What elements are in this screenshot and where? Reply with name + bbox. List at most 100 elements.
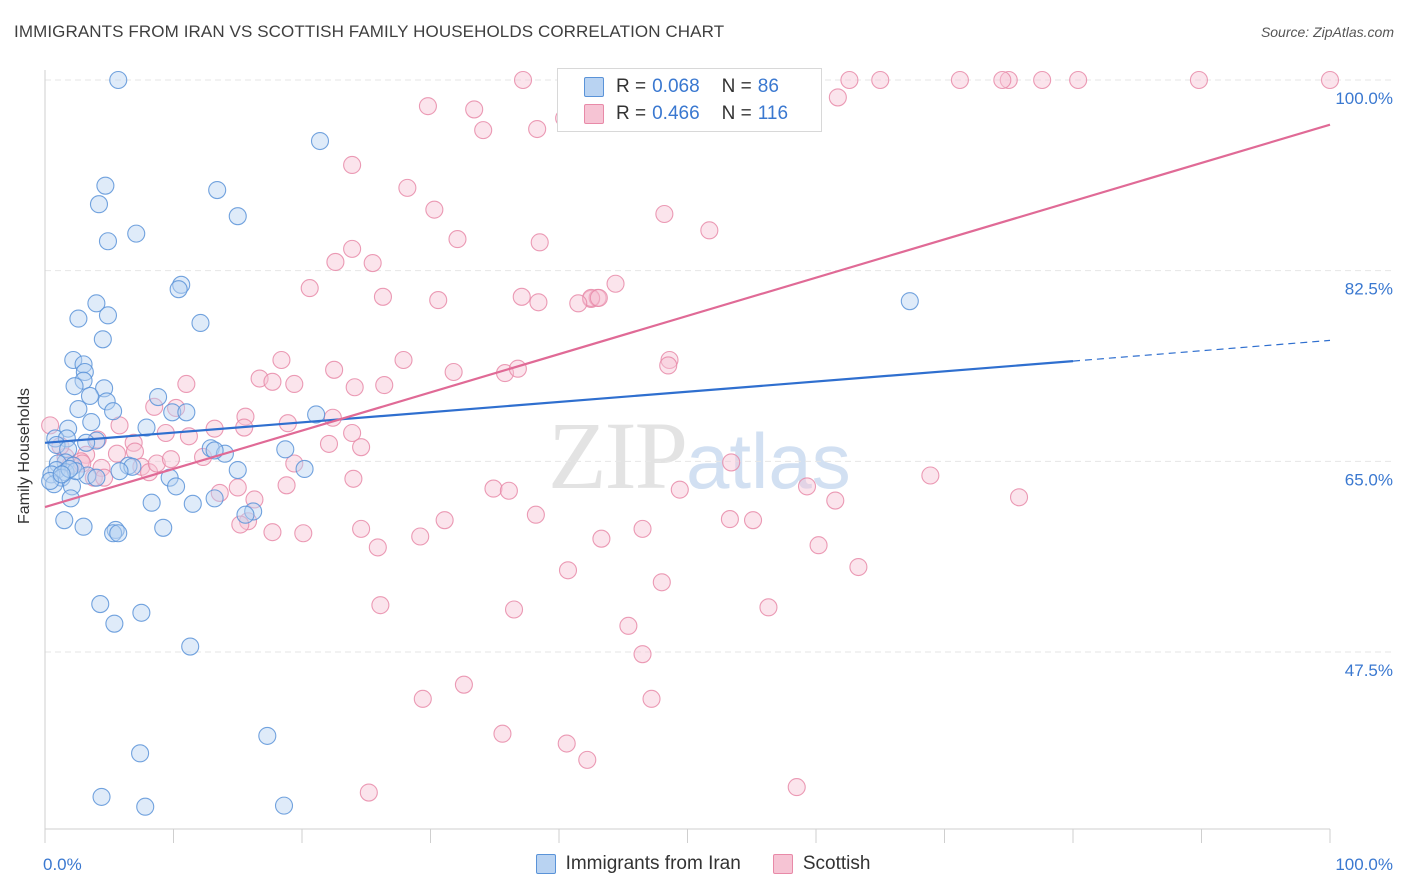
scottish-point [512,287,531,306]
iran-point [92,787,111,806]
legend-swatch-scottish [584,104,604,124]
iran-point [41,471,60,490]
trend-lines [44,123,1331,509]
scottish-point [343,239,362,258]
scottish-point [840,70,859,90]
scottish-point [145,397,164,416]
scottish-point [655,204,674,224]
iran-point [142,493,161,512]
iran-point [154,518,173,537]
iran-point [69,309,88,328]
scottish-point [589,288,608,307]
scottish-point [285,374,304,394]
scottish-point [921,466,940,485]
iran-point [104,402,123,421]
iran-point [98,306,118,325]
scottish-point [454,675,473,694]
iran-point [310,131,330,151]
n-value: 116 [757,103,789,124]
iran-point [80,386,100,406]
iran-point [87,294,106,313]
iran-point [96,176,115,195]
iran-point [77,433,96,452]
iran-point [274,796,294,815]
iran-point [69,399,88,419]
legend-swatch-scottish [772,854,793,874]
scottish-point [344,469,363,488]
y-tick-label: 82.5% [1345,280,1393,299]
scottish-point [448,230,467,249]
trend-line-scottish [44,123,1331,509]
scottish-point [352,519,371,538]
iran-point [65,377,84,396]
iran-point [87,468,106,487]
scottish-point [493,724,512,743]
scottish-point [557,734,576,753]
iran-point [177,403,196,422]
scottish-point [797,477,817,496]
scottish-point [513,70,533,90]
scottish-point [263,372,282,391]
scottish-point [1009,488,1029,507]
scottish-point [722,453,741,472]
legend-label-scottish: Scottish [802,853,871,874]
scottish-point [371,596,390,615]
scottish-point [394,350,413,370]
legend-item-scottish[interactable]: Scottish [772,853,871,875]
iran-point [97,392,116,411]
scottish-point [343,423,362,443]
series-legend: Immigrants from Iran Scottish [0,852,1406,876]
scottish-point [652,573,671,592]
legend-swatch-iran [535,854,556,874]
trend-line-iran-extension [1072,339,1331,362]
iran-point [91,595,110,614]
scottish-point [950,70,969,90]
iran-point [109,70,128,90]
scottish-point [504,600,524,619]
iran-point [295,459,314,479]
r-label: R = [616,76,647,97]
watermark: ZIPatlas [548,400,851,511]
scottish-point [228,478,247,497]
x-tick-label-min: 0.0% [43,855,82,874]
scottish-point [411,527,430,546]
scottish-point [619,616,638,635]
chart-title: IMMIGRANTS FROM IRAN VS SCOTTISH FAMILY … [14,22,725,41]
legend-label-iran: Immigrants from Iran [565,853,741,874]
scottish-point [528,119,547,139]
iran-point [110,462,129,481]
legend-item-iran[interactable]: Immigrants from Iran [535,853,741,875]
iran-point [104,524,123,543]
n-label: N = [721,103,752,124]
scottish-point [999,70,1018,90]
scottish-point [294,524,313,543]
iran-point [93,330,112,349]
scottish-point [429,291,448,310]
y-tick-label: 65.0% [1345,470,1393,489]
iran-point [149,388,168,407]
scottish-point [359,783,378,802]
scottish-point [809,536,828,555]
legend-swatch-iran [584,77,604,97]
scottish-point [319,434,339,453]
r-value: 0.068 [652,76,700,97]
scottish-point [700,221,719,240]
scottish-point [368,538,387,557]
scottish-point [345,378,364,397]
trend-line-iran [44,360,1074,444]
scottish-point [210,483,229,502]
iran-point [205,489,224,508]
scottish-point [363,253,382,273]
scottish-point [326,252,345,272]
scottish-point [826,491,845,510]
iran-point [131,744,150,763]
iran-point [89,195,109,214]
scottish-point [231,515,250,534]
y-axis-label: Family Households [16,387,33,525]
scottish-point [569,294,588,313]
iran-point [208,180,227,200]
source-label: Source: ZipAtlas.com [1260,24,1394,40]
scottish-point [300,279,319,298]
iran-point [106,520,125,540]
